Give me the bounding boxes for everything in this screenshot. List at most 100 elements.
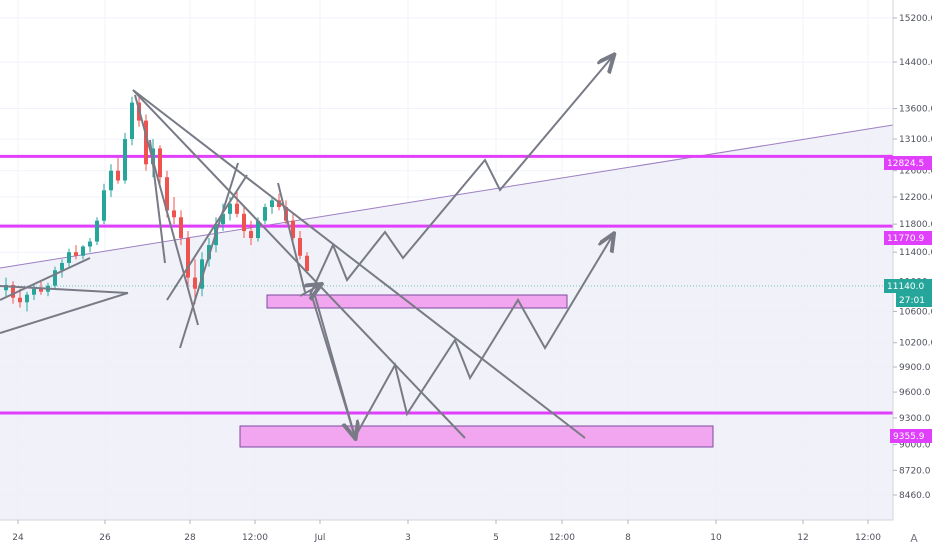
time-tick-label: Jul bbox=[314, 533, 326, 543]
price-badge bbox=[896, 293, 932, 307]
candle-body bbox=[67, 252, 71, 263]
price-badge-label: 12824.5 bbox=[887, 159, 924, 169]
candle-body bbox=[263, 207, 267, 221]
wedge-line-5 bbox=[277, 182, 306, 293]
candle-body bbox=[123, 139, 127, 181]
candle-body bbox=[116, 170, 120, 181]
price-tick-label: 9300.0 bbox=[899, 414, 931, 424]
triangle-lower-line bbox=[0, 292, 129, 334]
channel-fill bbox=[0, 125, 893, 520]
price-tick-label: 13100.0 bbox=[899, 135, 932, 145]
time-tick-label: 12:00 bbox=[855, 533, 881, 543]
wedge-line-4 bbox=[166, 174, 248, 301]
candle-body bbox=[179, 217, 183, 239]
candle-body bbox=[11, 284, 15, 298]
candle-body bbox=[18, 297, 22, 303]
candle-body bbox=[32, 288, 36, 295]
price-tick-label: 9900.0 bbox=[899, 363, 931, 373]
candle-body bbox=[81, 246, 85, 256]
triangle-upper-line bbox=[0, 285, 129, 294]
candle-body bbox=[221, 213, 225, 225]
price-tick-label: 10600.0 bbox=[899, 307, 932, 317]
price-tick-label: 9000.0 bbox=[899, 441, 931, 451]
price-tick-label: 12200.0 bbox=[899, 193, 932, 203]
candle-body bbox=[277, 200, 281, 208]
path-bullish-main bbox=[309, 56, 613, 296]
candle-body bbox=[200, 259, 204, 289]
time-tick-label: 28 bbox=[184, 533, 196, 543]
time-tick-label: 3 bbox=[405, 533, 411, 543]
candle-body bbox=[144, 120, 148, 165]
price-tick-label: 8460.0 bbox=[899, 491, 931, 501]
price-badges: 12824.5 11770.9 11140.0 27:01 9355.9 bbox=[884, 156, 932, 443]
price-tick-label: 11800.0 bbox=[899, 220, 932, 230]
channel-upper-line bbox=[0, 124, 894, 269]
candle-body bbox=[165, 177, 169, 211]
path-left-drop bbox=[314, 295, 355, 437]
candle-body bbox=[298, 238, 302, 256]
time-tick-label: 10 bbox=[710, 533, 722, 543]
wedge-line-2 bbox=[149, 139, 166, 264]
time-tick-label: 26 bbox=[99, 533, 111, 543]
candle-body bbox=[172, 210, 176, 218]
candle-body bbox=[242, 213, 246, 232]
time-tick-label: 24 bbox=[12, 533, 24, 543]
price-badge bbox=[890, 429, 932, 443]
price-tick-label: 9600.0 bbox=[899, 388, 931, 398]
candles bbox=[4, 93, 309, 312]
candle-body bbox=[102, 190, 106, 221]
level-lines bbox=[0, 154, 893, 415]
time-tick-label: 5 bbox=[493, 533, 499, 543]
candle-body bbox=[88, 241, 92, 247]
candle-body bbox=[291, 220, 295, 239]
candle-body bbox=[235, 203, 239, 214]
candle-body bbox=[109, 170, 113, 191]
candle-body bbox=[4, 284, 8, 291]
price-badge-label: 27:01 bbox=[899, 296, 925, 306]
wedge-line-3 bbox=[179, 162, 239, 349]
price-badge bbox=[884, 231, 932, 245]
price-badge-label: 11770.9 bbox=[887, 234, 924, 244]
price-badge bbox=[884, 156, 932, 170]
time-tick-label: 8 bbox=[625, 533, 631, 543]
candle-body bbox=[25, 294, 29, 303]
candle-body bbox=[53, 270, 57, 286]
candle-body bbox=[158, 148, 162, 178]
support-zone-lower[interactable] bbox=[239, 425, 714, 448]
auto-scale-button[interactable]: A bbox=[902, 528, 926, 546]
price-tick-label: 12600.0 bbox=[899, 167, 932, 177]
candle-body bbox=[60, 262, 64, 271]
auto-scale-icon: A bbox=[910, 532, 918, 545]
candle-body bbox=[95, 220, 99, 242]
time-tick-label: 12:00 bbox=[242, 533, 268, 543]
candle-body bbox=[270, 200, 274, 208]
candle-body bbox=[39, 288, 43, 292]
price-badge-label: 9355.9 bbox=[893, 432, 925, 442]
price-tick-label: 10200.0 bbox=[899, 339, 932, 349]
price-tick-label: 11400.0 bbox=[899, 248, 932, 258]
time-tick-label: 12 bbox=[797, 533, 808, 543]
time-scale-ticks: 24 26 28 12:00 Jul 3 5 12:00 8 10 12 12:00 bbox=[12, 520, 881, 543]
projection-paths bbox=[299, 56, 613, 440]
price-tick-label: 14400.0 bbox=[899, 58, 932, 68]
path-right-arrow bbox=[299, 285, 320, 296]
price-badge-label: 11140.0 bbox=[887, 282, 924, 292]
candle-body bbox=[186, 238, 190, 278]
candle-body bbox=[74, 252, 78, 256]
path-mid bbox=[309, 235, 613, 440]
candle-body bbox=[193, 277, 197, 289]
candle-body bbox=[130, 102, 134, 140]
candle-body bbox=[228, 203, 232, 214]
wedge-line-1 bbox=[134, 94, 199, 326]
price-badge bbox=[884, 279, 932, 293]
trendline-drawings bbox=[0, 89, 586, 439]
time-tick-label: 12:00 bbox=[549, 533, 575, 543]
candle-body bbox=[256, 220, 260, 239]
price-tick-label: 8720.0 bbox=[899, 466, 931, 476]
candle-body bbox=[249, 231, 253, 239]
price-tick-label: 13600.0 bbox=[899, 105, 932, 115]
candle-body bbox=[305, 255, 309, 271]
triangle-top-line bbox=[0, 257, 91, 301]
price-tick-label: 15200.0 bbox=[899, 14, 932, 24]
